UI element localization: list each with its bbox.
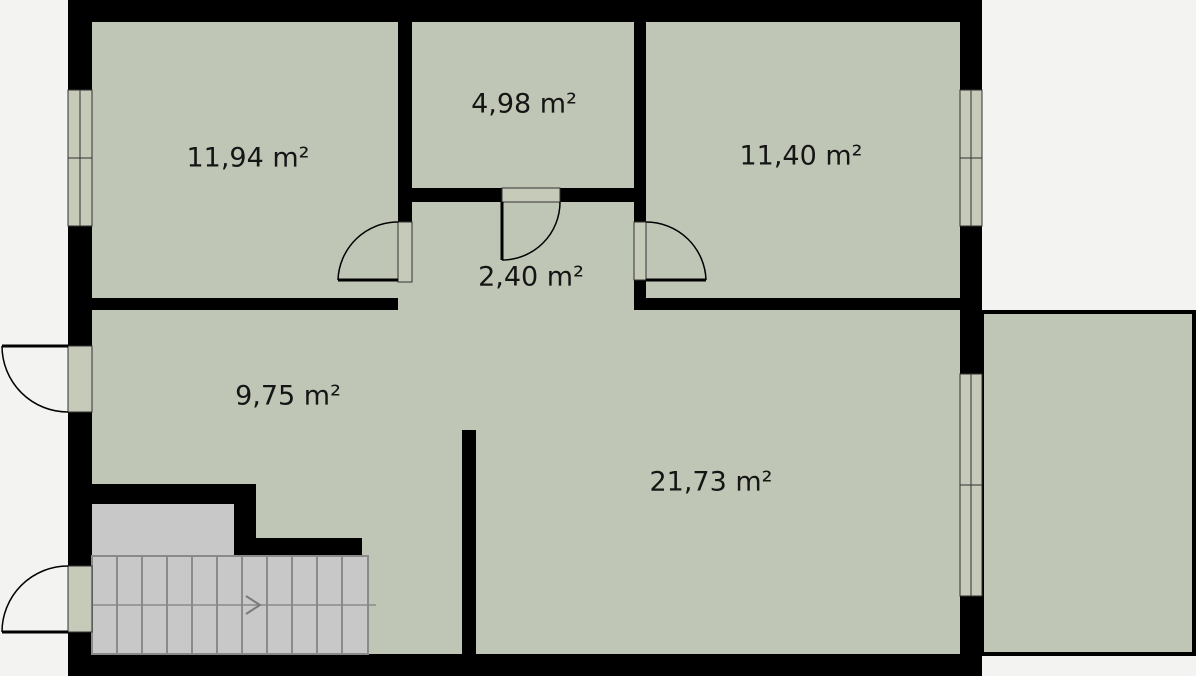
window-left-top <box>67 89 93 227</box>
door-exterior-lower[interactable] <box>1 565 93 634</box>
room-area-label: 21,73 m² <box>649 467 772 498</box>
wall-partition <box>462 430 476 654</box>
floor-room-top-left <box>92 22 398 298</box>
room-area-label: 11,94 m² <box>186 143 309 174</box>
door-top-middle-room[interactable] <box>500 187 561 261</box>
door-exterior-upper[interactable] <box>1 344 93 413</box>
room-area-label: 9,75 m² <box>235 381 341 412</box>
staircase <box>91 555 376 655</box>
arrow-right-icon <box>245 595 262 615</box>
terrace <box>980 310 1196 656</box>
room-area-label: 11,40 m² <box>739 141 862 172</box>
room-area-label: 2,40 m² <box>478 262 584 293</box>
stair-landing <box>92 504 234 556</box>
window-right-living <box>959 373 983 597</box>
room-area-label: 4,98 m² <box>471 89 577 120</box>
door-top-right-room[interactable] <box>633 221 707 282</box>
door-top-left-room[interactable] <box>337 221 413 283</box>
window-right-top <box>959 89 983 227</box>
floor-room-top-middle <box>412 22 634 188</box>
stair-wall <box>92 484 362 556</box>
